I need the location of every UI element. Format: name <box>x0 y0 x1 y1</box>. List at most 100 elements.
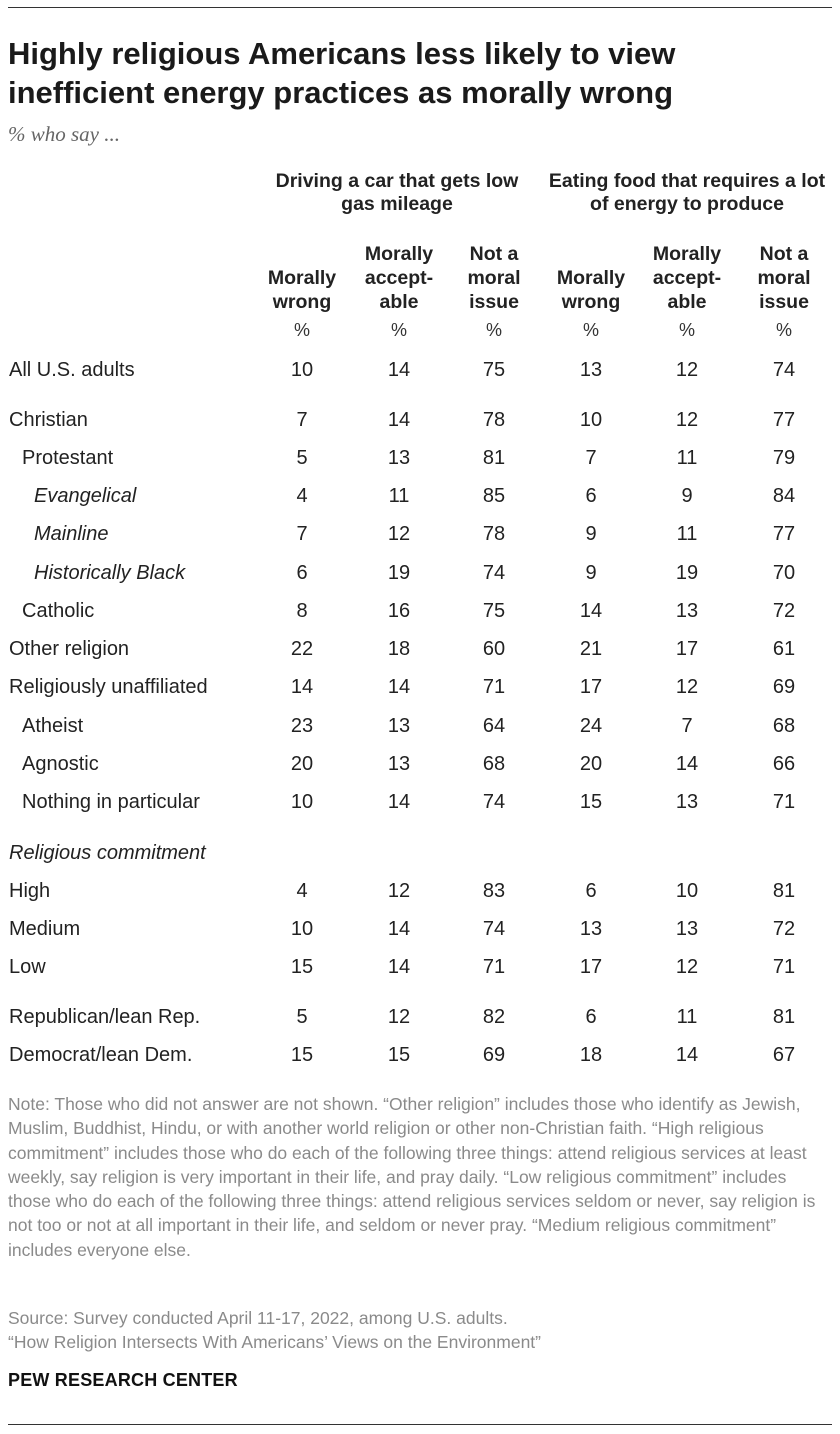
value-cell: 78 <box>482 523 506 545</box>
value-cell: 14 <box>675 1044 699 1066</box>
value-cell: 13 <box>675 600 699 622</box>
value-cell: 60 <box>482 638 506 660</box>
value-cell: 72 <box>772 918 796 940</box>
value-cell: 61 <box>772 638 796 660</box>
value-cell: 12 <box>675 676 699 698</box>
value-cell: 13 <box>675 918 699 940</box>
value-cell: 20 <box>579 753 603 775</box>
value-cell: 6 <box>585 880 597 902</box>
value-cell: 10 <box>290 359 314 381</box>
group-header-eating: Eating food that requires a lot of energ… <box>548 170 826 215</box>
value-cell: 64 <box>482 715 506 737</box>
value-cell: 68 <box>772 715 796 737</box>
value-cell: 10 <box>290 791 314 813</box>
value-cell: 83 <box>482 880 506 902</box>
table-row: Democrat/lean Dem. 15 15 69 18 14 67 <box>0 1040 840 1070</box>
value-cell: 71 <box>772 956 796 978</box>
value-cell: 4 <box>296 880 308 902</box>
value-cell: 11 <box>676 523 698 545</box>
value-cell: 20 <box>290 753 314 775</box>
table-row: High 4 12 83 6 10 81 <box>0 876 840 906</box>
value-cell: 9 <box>585 523 597 545</box>
value-cell: 13 <box>387 447 411 469</box>
value-cell: 14 <box>290 676 314 698</box>
value-cell: 14 <box>675 753 699 775</box>
section-label-religious-commitment: Religious commitment <box>9 842 206 864</box>
report-title: “How Religion Intersects With Americans’… <box>8 1332 541 1352</box>
column-header: Morally accept-able <box>364 243 434 313</box>
value-cell: 7 <box>681 715 693 737</box>
value-cell: 24 <box>579 715 603 737</box>
row-label: Protestant <box>22 447 114 469</box>
percent-unit-label: % <box>582 320 599 340</box>
column-header: Not a moral issue <box>757 243 811 313</box>
value-cell: 69 <box>772 676 796 698</box>
column-header: Morally wrong <box>267 267 337 313</box>
row-label: Agnostic <box>22 753 99 775</box>
row-label: Catholic <box>22 600 95 622</box>
value-cell: 10 <box>290 918 314 940</box>
row-label: Historically Black <box>34 562 186 584</box>
value-cell: 14 <box>387 676 411 698</box>
value-cell: 14 <box>579 600 603 622</box>
value-cell: 13 <box>579 918 603 940</box>
table-row: Republican/lean Rep. 5 12 82 6 11 81 <box>0 1002 840 1032</box>
row-label: High <box>9 880 51 902</box>
chart-title: Highly religious Americans less likely t… <box>8 36 676 110</box>
row-label: Medium <box>9 918 81 940</box>
value-cell: 71 <box>772 791 796 813</box>
value-cell: 81 <box>772 1006 796 1028</box>
value-cell: 7 <box>296 409 308 431</box>
value-cell: 6 <box>585 1006 597 1028</box>
value-cell: 85 <box>482 485 506 507</box>
value-cell: 75 <box>482 359 506 381</box>
note-text: Note: Those who did not answer are not s… <box>8 1094 816 1260</box>
row-label: Atheist <box>22 715 84 737</box>
value-cell: 11 <box>676 447 698 469</box>
row-label: Mainline <box>34 523 109 545</box>
table-row: Other religion 22 18 60 21 17 61 <box>0 634 840 664</box>
value-cell: 14 <box>387 791 411 813</box>
table-row: Atheist 23 13 64 24 7 68 <box>0 711 840 741</box>
value-cell: 75 <box>482 600 506 622</box>
table-row: Protestant 5 13 81 7 11 79 <box>0 443 840 473</box>
value-cell: 12 <box>387 880 411 902</box>
value-cell: 5 <box>296 447 308 469</box>
column-header: Not a moral issue <box>467 243 521 313</box>
value-cell: 23 <box>290 715 314 737</box>
value-cell: 74 <box>482 918 506 940</box>
percent-unit-label: % <box>485 320 502 340</box>
value-cell: 10 <box>675 880 699 902</box>
value-cell: 4 <box>296 485 308 507</box>
table-row: Catholic 8 16 75 14 13 72 <box>0 596 840 626</box>
value-cell: 14 <box>387 956 411 978</box>
table-row: Mainline 7 12 78 9 11 77 <box>0 519 840 549</box>
table-row: Christian 7 14 78 10 12 77 <box>0 405 840 435</box>
value-cell: 13 <box>387 715 411 737</box>
value-cell: 74 <box>772 359 796 381</box>
value-cell: 10 <box>579 409 603 431</box>
value-cell: 14 <box>387 409 411 431</box>
value-cell: 18 <box>387 638 411 660</box>
value-cell: 69 <box>482 1044 506 1066</box>
value-cell: 12 <box>387 1006 411 1028</box>
value-cell: 15 <box>290 956 314 978</box>
value-cell: 16 <box>387 600 411 622</box>
row-label: Religiously unaffiliated <box>9 676 208 698</box>
value-cell: 82 <box>482 1006 506 1028</box>
value-cell: 12 <box>675 956 699 978</box>
row-label: Low <box>9 956 46 978</box>
value-cell: 5 <box>296 1006 308 1028</box>
value-cell: 67 <box>772 1044 796 1066</box>
value-cell: 6 <box>296 562 308 584</box>
value-cell: 18 <box>579 1044 603 1066</box>
value-cell: 11 <box>676 1006 698 1028</box>
table-row: Nothing in particular 10 14 74 15 13 71 <box>0 787 840 817</box>
value-cell: 81 <box>772 880 796 902</box>
value-cell: 66 <box>772 753 796 775</box>
column-header: Morally wrong <box>556 267 626 313</box>
top-rule <box>8 7 832 8</box>
table-row: Medium 10 14 74 13 13 72 <box>0 914 840 944</box>
value-cell: 13 <box>387 753 411 775</box>
row-label: Other religion <box>9 638 130 660</box>
